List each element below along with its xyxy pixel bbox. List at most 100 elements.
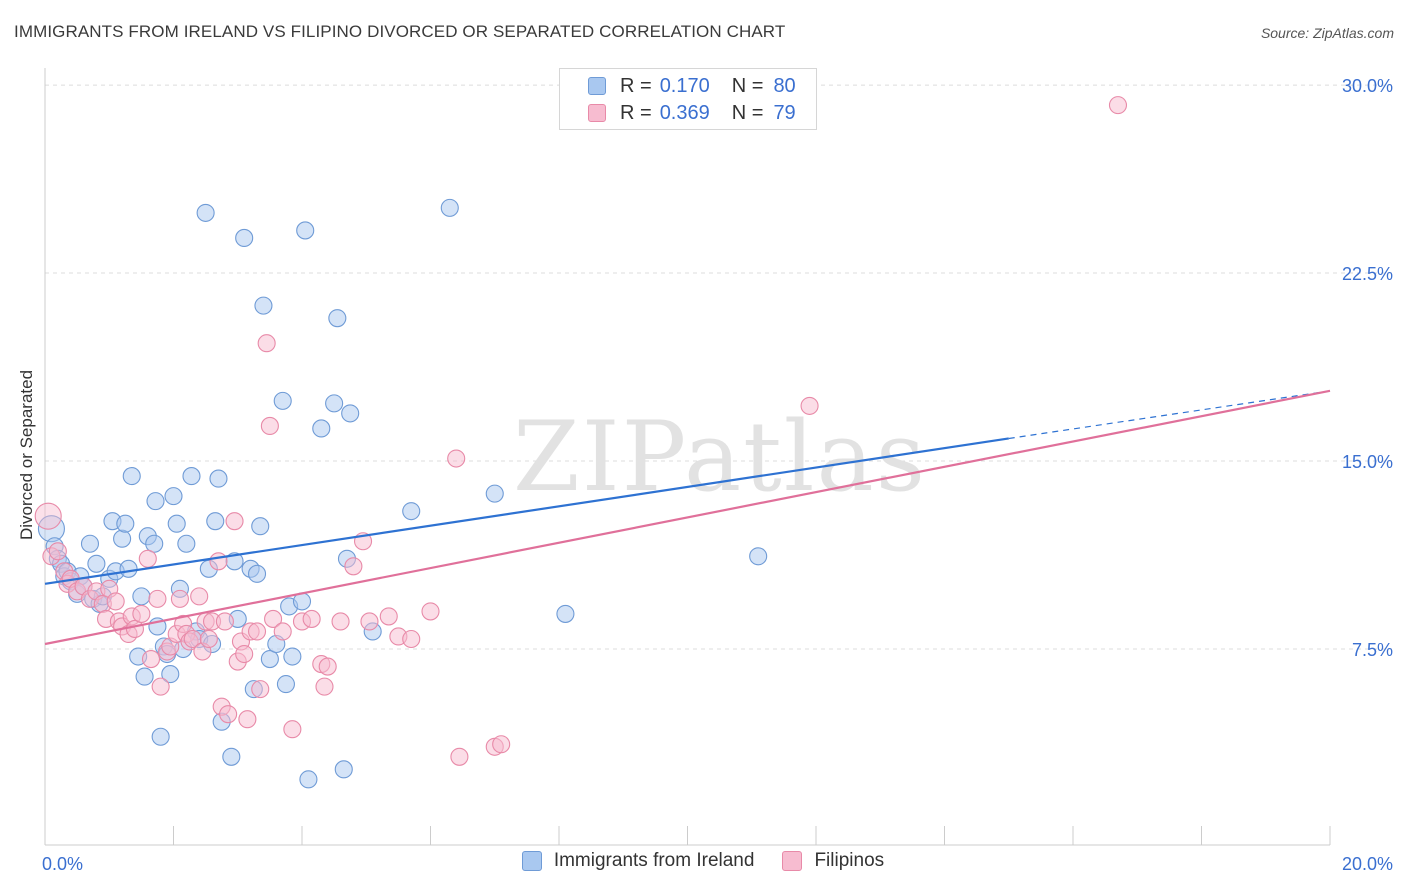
ireland-point [119,559,138,578]
filipino-point [238,710,257,729]
filipino-point [402,629,421,649]
filipino-point [225,512,244,531]
y-tick-label: 30.0% [1342,76,1393,96]
filipino-point [273,622,292,641]
filipino-point [360,612,379,631]
filipino-point [257,334,276,353]
ireland-point [325,394,344,413]
ireland-point [273,391,292,410]
r-label: R = [620,74,652,97]
filipino-point [492,735,511,754]
ireland-point [80,534,100,553]
ireland-point [206,512,225,531]
ireland-swatch [588,77,606,95]
filipino-point [251,680,270,699]
filipino-point [260,416,279,435]
filipino-point [199,629,218,649]
ireland-point [222,747,241,766]
filipino-swatch [782,851,803,871]
filipino-point [148,589,167,608]
x-tick-label: 20.0% [1342,854,1393,874]
ireland-point [132,587,151,606]
ireland-point [341,404,360,423]
filipino-point [315,677,334,696]
ireland-point [235,228,254,248]
filipino-point [450,747,469,766]
ireland-point [260,649,279,669]
ireland-point [334,760,353,779]
filipino-point [447,449,466,468]
ireland-point [254,296,273,315]
filipino-point [235,644,254,664]
legend-row-ireland: R = 0.170 N = 80 [588,73,796,99]
r-value-filipino: 0.369 [659,101,710,124]
filipino-point [219,705,238,724]
ireland-point [167,514,186,533]
n-value-ireland: 80 [773,74,796,97]
chart-title: IMMIGRANTS FROM IRELAND VS FILIPINO DIVO… [14,22,786,41]
ireland-point [87,554,106,573]
ireland-point [113,529,132,548]
filipino-point [264,609,283,628]
x-tick-label: 0.0% [42,854,83,874]
ireland-point [196,203,215,222]
filipino-point [215,612,234,631]
legend-label-ireland: Immigrants from Ireland [553,850,755,871]
filipino-point [138,549,157,568]
ireland-point [122,467,141,486]
ireland-point [247,564,267,583]
ireland-trend-line [44,437,1009,585]
y-tick-label: 15.0% [1342,452,1393,472]
filipino-point [318,657,337,676]
filipino-point [344,557,363,576]
stats-legend: R = 0.170 N = 80 R = 0.369 N = 79 [559,68,817,130]
ireland-point [749,547,768,566]
ireland-point [145,534,164,553]
filipino-point [34,502,62,530]
ireland-point [283,647,302,666]
trend-lines [44,389,1331,646]
ireland-point [402,502,421,521]
r-label: R = [620,101,652,124]
filipino-point [209,552,228,571]
n-label: N = [731,74,764,97]
filipino-point [170,589,189,608]
ireland-point [251,517,270,536]
ireland-point [312,419,331,438]
ireland-point [299,770,318,789]
ireland-point [164,487,183,506]
ireland-point [182,467,201,486]
filipino-swatch [588,104,606,122]
filipino-point [1108,96,1128,115]
filipino-point [283,720,302,739]
source-label: Source: ZipAtlas.com [1260,25,1394,41]
ireland-point [177,534,196,553]
ireland-swatch [521,851,542,871]
y-tick-label: 22.5% [1342,264,1393,284]
filipino-point [331,612,350,631]
r-value-ireland: 0.170 [659,74,710,97]
ireland-point [440,198,459,217]
filipino-point [379,607,398,626]
ireland-trend-extension [1008,390,1331,440]
watermark: ZIPatlas [513,401,927,513]
ireland-point [135,667,154,686]
ireland-point [556,604,575,623]
ireland-point [328,309,347,328]
filipino-point [800,396,819,415]
ireland-point [296,221,315,240]
filipino-point [125,619,144,639]
ireland-point [146,492,165,511]
n-value-filipino: 79 [773,101,796,124]
filipino-point [247,622,267,641]
y-tick-label: 7.5% [1352,640,1393,660]
n-label: N = [731,101,764,124]
legend-item-ireland[interactable]: Immigrants from Ireland [521,850,755,872]
legend-label-filipinos: Filipinos [814,850,885,871]
tick-labels: 7.5% 15.0% 22.5% 30.0% 0.0% 20.0% [42,76,1393,874]
legend-item-filipinos[interactable]: Filipinos [782,850,884,872]
ireland-point [209,469,228,488]
filipino-point [141,649,161,669]
ireland-point [276,675,295,694]
